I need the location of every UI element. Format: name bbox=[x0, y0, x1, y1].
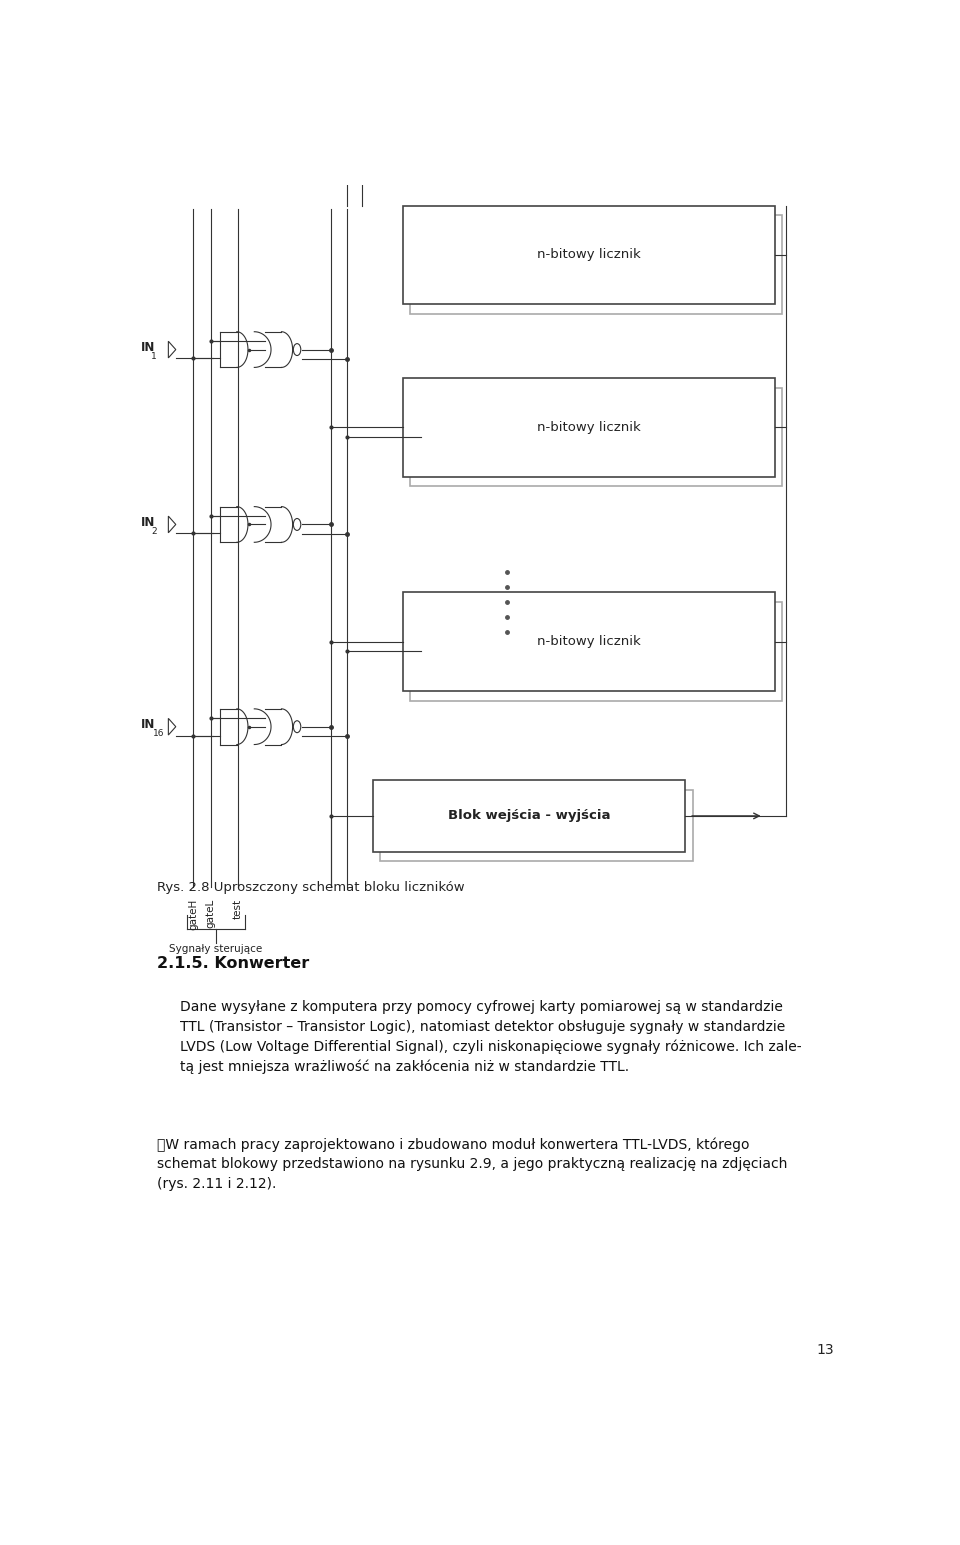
Text: Sygnały sterujące: Sygnały sterujące bbox=[169, 944, 263, 955]
Text: gateL: gateL bbox=[205, 899, 216, 929]
Text: IN: IN bbox=[141, 516, 156, 528]
Text: gateH: gateH bbox=[188, 899, 198, 930]
Text: Rys. 2.8 Uproszczony schemat bloku liczników: Rys. 2.8 Uproszczony schemat bloku liczn… bbox=[157, 881, 465, 895]
Text: test: test bbox=[232, 899, 243, 919]
Text: Dane wysyłane z komputera przy pomocy cyfrowej karty pomiarowej są w standardzie: Dane wysyłane z komputera przy pomocy cy… bbox=[180, 1000, 802, 1074]
Text: 16: 16 bbox=[153, 729, 164, 739]
Text: n-bitowy licznik: n-bitowy licznik bbox=[537, 249, 640, 261]
Text: 13: 13 bbox=[817, 1343, 834, 1357]
Text: 2: 2 bbox=[152, 527, 156, 536]
Text: n-bitowy licznik: n-bitowy licznik bbox=[537, 635, 640, 649]
Text: Blok wejścia - wyjścia: Blok wejścia - wyjścia bbox=[448, 810, 611, 822]
Text: n-bitowy licznik: n-bitowy licznik bbox=[537, 420, 640, 434]
Text: IN: IN bbox=[141, 341, 156, 354]
FancyBboxPatch shape bbox=[410, 603, 782, 700]
FancyBboxPatch shape bbox=[372, 780, 685, 851]
FancyBboxPatch shape bbox=[410, 215, 782, 314]
Text: 1: 1 bbox=[152, 352, 157, 362]
FancyBboxPatch shape bbox=[403, 205, 775, 304]
FancyBboxPatch shape bbox=[410, 388, 782, 487]
Text: IN: IN bbox=[141, 718, 156, 731]
Text: W ramach pracy zaprojektowano i zbudowano moduł konwertera TTL-LVDS, którego
sch: W ramach pracy zaprojektowano i zbudowan… bbox=[157, 1137, 787, 1191]
FancyBboxPatch shape bbox=[380, 789, 693, 861]
FancyBboxPatch shape bbox=[403, 379, 775, 477]
FancyBboxPatch shape bbox=[403, 592, 775, 691]
Text: 2.1.5. Konwerter: 2.1.5. Konwerter bbox=[157, 956, 309, 972]
